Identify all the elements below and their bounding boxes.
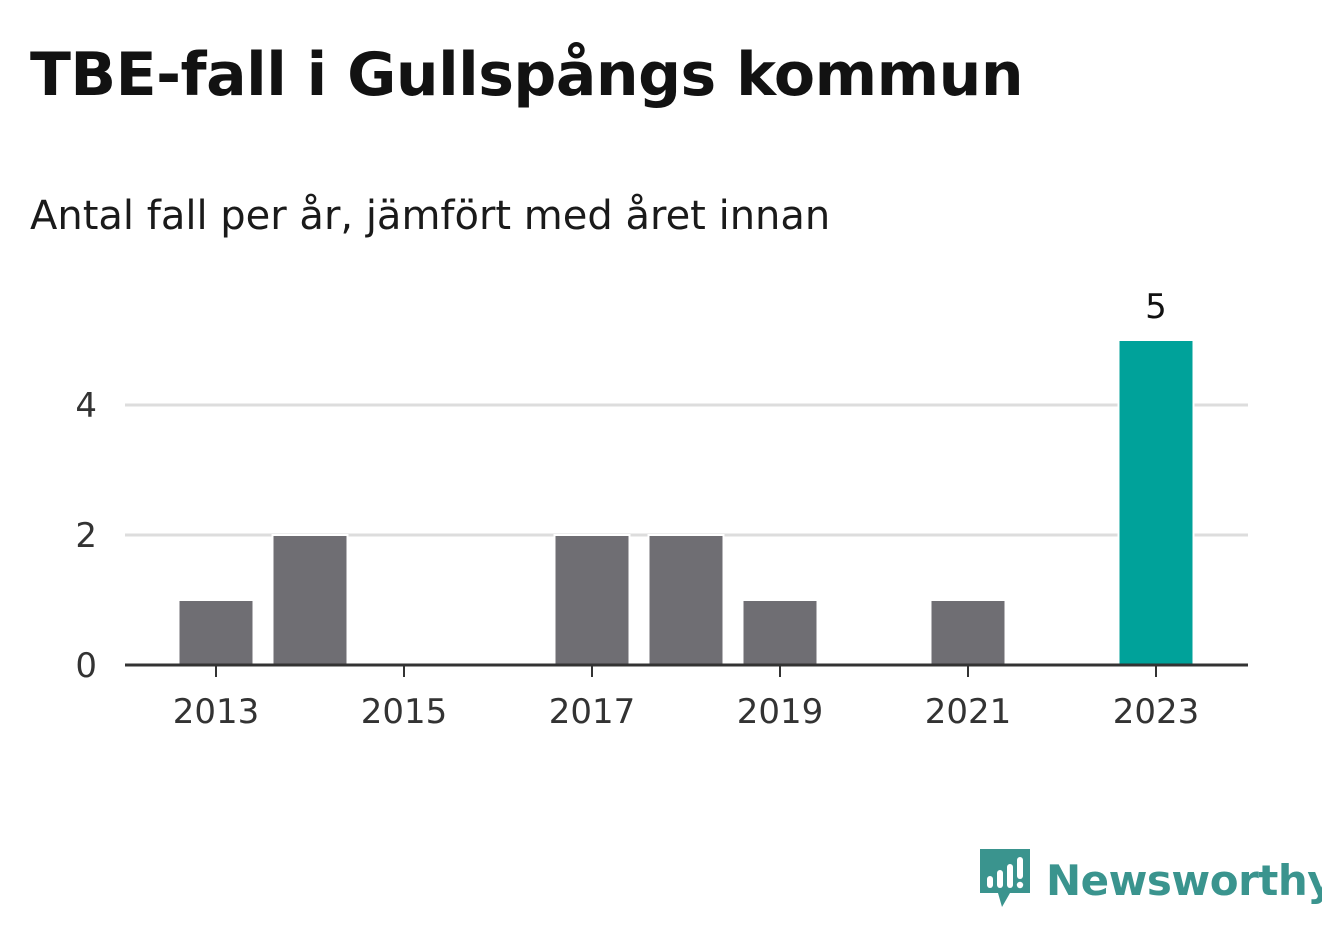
- bar-2023: [1117, 339, 1195, 666]
- bar-2018: [647, 534, 725, 666]
- x-tick-label: 2021: [925, 692, 1012, 732]
- newsworthy-logo-icon: [980, 849, 1030, 907]
- data-label: 5: [1145, 287, 1167, 327]
- x-tick-label: 2015: [361, 692, 448, 732]
- brand-logo: Newsworthy: [980, 848, 1322, 912]
- x-tick-label: 2017: [549, 692, 636, 732]
- y-tick-label: 2: [75, 516, 97, 556]
- x-tick-label: 2013: [173, 692, 260, 732]
- bar-2014: [271, 534, 349, 666]
- chart-subtitle: Antal fall per år, jämfört med året inna…: [30, 193, 831, 239]
- y-tick-label: 0: [75, 646, 97, 686]
- bar-2021: [929, 599, 1007, 666]
- bar-2019: [741, 599, 819, 666]
- x-tick-label: 2023: [1113, 692, 1200, 732]
- brand-name: Newsworthy: [1046, 855, 1322, 905]
- bar-2013: [177, 599, 255, 666]
- x-tick-label: 2019: [737, 692, 824, 732]
- chart-title: TBE-fall i Gullspångs kommun: [30, 40, 1024, 110]
- y-tick-label: 4: [75, 386, 97, 426]
- bar-2017: [553, 534, 631, 666]
